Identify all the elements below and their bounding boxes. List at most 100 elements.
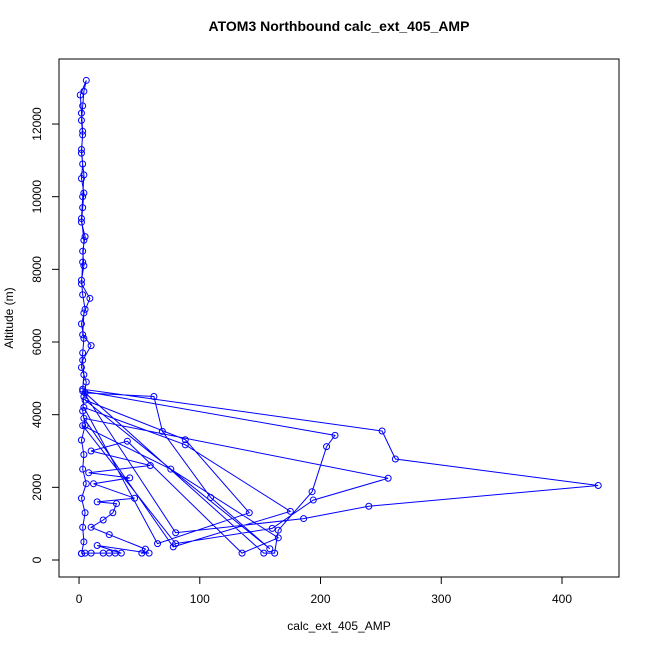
x-tick-label: 100 [190, 592, 210, 606]
point [81, 233, 89, 241]
point [93, 498, 101, 506]
point [82, 76, 90, 84]
point [81, 396, 89, 404]
x-tick-label: 300 [431, 592, 451, 606]
point [99, 516, 107, 524]
point [308, 488, 316, 496]
point [81, 549, 89, 557]
y-tick-label: 6000 [30, 328, 44, 355]
point [79, 349, 87, 357]
point [274, 526, 282, 534]
point [323, 443, 331, 451]
point [77, 280, 85, 288]
point [80, 309, 88, 317]
point [80, 87, 88, 95]
point [86, 294, 94, 302]
point [331, 431, 339, 439]
point [126, 474, 134, 482]
point [77, 549, 85, 557]
point [77, 145, 85, 153]
point [77, 218, 85, 226]
point [158, 427, 166, 435]
point [123, 437, 131, 445]
point [172, 529, 180, 537]
point [309, 496, 317, 504]
point [80, 189, 88, 197]
point [79, 160, 87, 168]
point [238, 549, 246, 557]
x-tick-label: 0 [76, 592, 83, 606]
point [77, 116, 85, 124]
point [82, 480, 90, 488]
point [207, 494, 215, 502]
point [271, 549, 279, 557]
y-tick-label: 12000 [30, 107, 44, 141]
point [80, 451, 88, 459]
y-tick-label: 4000 [30, 401, 44, 428]
point [105, 531, 113, 539]
point [81, 389, 89, 397]
point [167, 465, 175, 473]
point [145, 549, 153, 557]
point [80, 371, 88, 379]
point [79, 193, 87, 201]
point [80, 171, 88, 179]
point [77, 214, 85, 222]
point [300, 515, 308, 523]
point [81, 305, 89, 313]
point [79, 127, 87, 135]
point [150, 393, 158, 401]
point [80, 334, 88, 342]
point [79, 204, 87, 212]
point [80, 403, 88, 411]
point [77, 320, 85, 328]
point [391, 455, 399, 463]
x-axis-label: calc_ext_405_AMP [287, 619, 390, 633]
point [79, 385, 87, 393]
point [594, 482, 602, 490]
point [79, 523, 87, 531]
point [79, 356, 87, 364]
x-tick-label: 400 [552, 592, 572, 606]
point [82, 378, 90, 386]
point [80, 262, 88, 270]
point [77, 149, 85, 157]
point [77, 494, 85, 502]
x-tick-label: 200 [311, 592, 331, 606]
point [79, 331, 87, 339]
point [80, 538, 88, 546]
point [266, 545, 274, 553]
point [378, 427, 386, 435]
point [99, 549, 107, 557]
point [93, 541, 101, 549]
point [79, 407, 87, 415]
point [79, 102, 87, 110]
point [172, 540, 180, 548]
point [268, 524, 276, 532]
point [181, 436, 189, 444]
point [81, 422, 89, 430]
chart-title: ATOM3 Northbound calc_ext_405_AMP [209, 18, 470, 34]
point [79, 422, 87, 430]
series-line [79, 80, 599, 554]
y-tick-label: 10000 [30, 180, 44, 214]
point [77, 363, 85, 371]
point [181, 441, 189, 449]
point [87, 342, 95, 350]
point [286, 507, 294, 515]
point [79, 247, 87, 255]
point [138, 549, 146, 557]
point [131, 494, 139, 502]
point [81, 509, 89, 517]
point [79, 465, 87, 473]
point [80, 236, 88, 244]
point [76, 91, 84, 99]
point [87, 447, 95, 455]
point [80, 414, 88, 422]
point [90, 480, 98, 488]
point [109, 509, 117, 517]
point [365, 502, 373, 510]
point [112, 500, 120, 508]
